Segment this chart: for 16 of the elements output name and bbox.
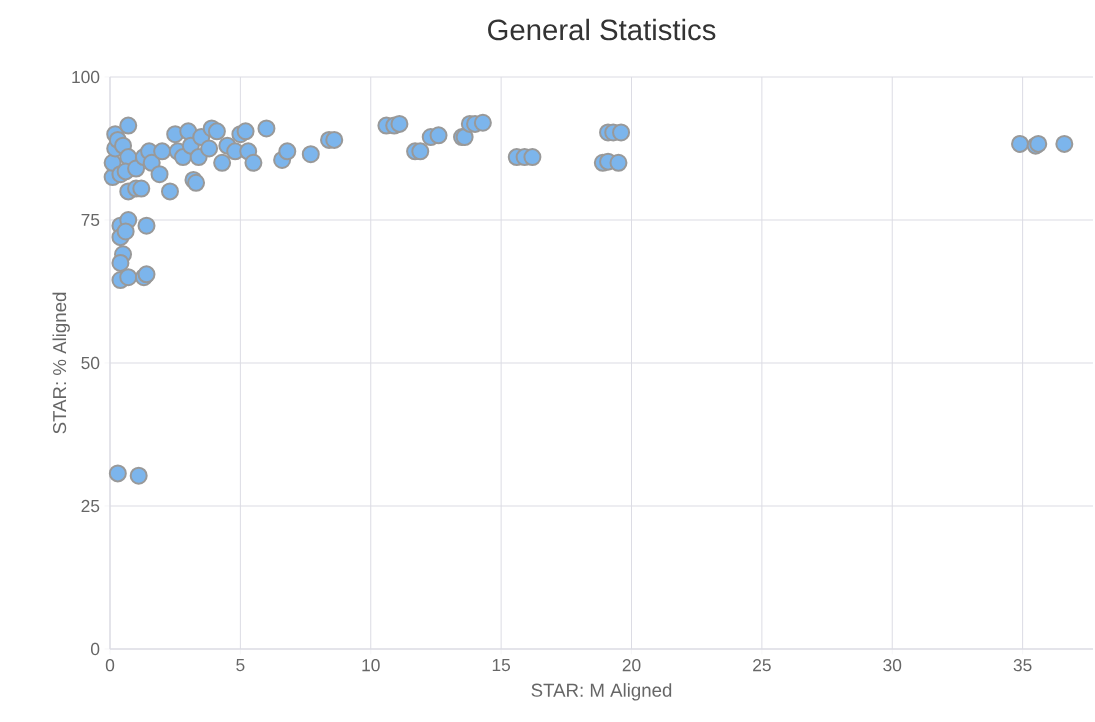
x-tick-label: 35 — [1013, 659, 1032, 672]
x-tick-label: 15 — [492, 659, 511, 672]
y-tick-label: 100 — [72, 70, 100, 84]
y-tick-label: 50 — [81, 356, 100, 370]
x-axis-title: STAR: M Aligned — [531, 683, 672, 701]
y-tick-label: 0 — [90, 642, 100, 656]
y-axis-title: STAR: % Aligned — [52, 292, 70, 434]
x-tick-label: 25 — [753, 659, 771, 672]
x-tick-label: 20 — [622, 659, 641, 672]
x-tick-label: 30 — [883, 659, 902, 672]
y-tick-label: 75 — [81, 213, 100, 227]
chart-title: General Statistics — [488, 18, 716, 41]
y-tick-label: 25 — [81, 499, 100, 513]
x-tick-label: 5 — [236, 659, 245, 672]
x-tick-label: 0 — [105, 659, 115, 672]
x-tick-label: 10 — [362, 659, 380, 672]
